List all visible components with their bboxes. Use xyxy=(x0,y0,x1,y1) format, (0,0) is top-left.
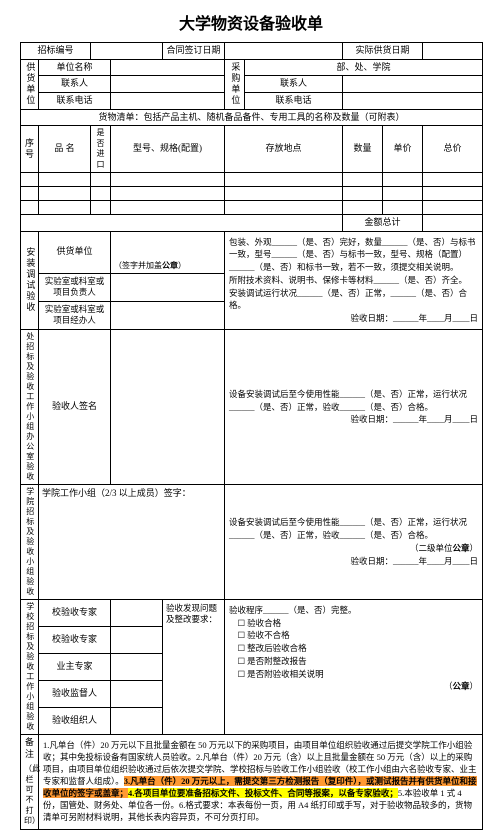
label-delivery-date: 实际供货日期 xyxy=(343,43,423,60)
acceptance-form: 招标编号 合同签订日期 实际供货日期 供货单位 单位名称 采购单位 部、处、学院… xyxy=(20,42,483,830)
hdr-model: 型号、规格(配置) xyxy=(111,126,225,173)
chk-notes[interactable] xyxy=(238,669,248,679)
s3-side: 学院招标及验收小组验收 xyxy=(21,484,39,599)
s4-r2: 校验收专家 xyxy=(39,626,111,653)
s1-side: 安装调试验收 xyxy=(21,231,39,329)
hdr-seq: 序号 xyxy=(21,126,39,173)
hdr-total: 总价 xyxy=(423,126,483,173)
s3-text[interactable]: 设备安装调试后至今使用性能______（是、否）正常，运行状况______（是、… xyxy=(225,484,483,599)
s1-text[interactable]: 包装、外观______（是、否）完好，数量______（是、否）与标书一致，型号… xyxy=(225,231,483,329)
s4-r4-field[interactable] xyxy=(111,680,163,707)
label-grand-total: 金额总计 xyxy=(343,215,423,232)
label-supplier-contact: 联系人 xyxy=(39,76,111,93)
s2-text[interactable]: 设备安装调试后至今使用性能______（是、否）正常，运行状况______（是、… xyxy=(225,329,483,484)
hdr-location: 存放地点 xyxy=(225,126,343,173)
field-bid-no[interactable] xyxy=(91,43,163,60)
field-supplier-phone[interactable] xyxy=(111,93,225,110)
field-grand-total[interactable] xyxy=(423,215,483,232)
s4-right[interactable]: 验收程序______（是、否）完整。 验收合格 验收不合格 整改后验收合格 是否… xyxy=(225,599,483,734)
chk-report[interactable] xyxy=(238,656,248,666)
s4-r4: 验收监督人 xyxy=(39,680,111,707)
field-supplier-contact[interactable] xyxy=(111,76,225,93)
s4-r3: 业主专家 xyxy=(39,653,111,680)
s4-side: 学校招标及验收工作小组验收 xyxy=(21,599,39,734)
s1-r1-note: （签字并加盖公章） xyxy=(111,231,225,273)
label-bid-no: 招标编号 xyxy=(21,43,91,60)
chk-rectified[interactable] xyxy=(238,643,248,653)
s4-mid[interactable]: 验收发现问题及整改要求： xyxy=(163,599,225,734)
s1-r3-field[interactable] xyxy=(111,301,225,329)
label-buyer-contact: 联系人 xyxy=(245,76,343,93)
s1-r2-field[interactable] xyxy=(111,273,225,301)
label-supplier-phone: 联系电话 xyxy=(39,93,111,110)
field-buyer-contact[interactable] xyxy=(343,76,483,93)
hdr-name: 品 名 xyxy=(39,126,91,173)
field-buyer-phone[interactable] xyxy=(343,93,483,110)
field-delivery-date[interactable] xyxy=(423,43,483,60)
chk-fail[interactable] xyxy=(238,630,248,640)
s1-r3: 实验室或科室或项目经办人 xyxy=(39,301,111,329)
label-contract-date: 合同签订日期 xyxy=(163,43,225,60)
table-row[interactable] xyxy=(21,201,483,215)
page-title: 大学物资设备验收单 xyxy=(20,10,482,34)
table-row[interactable] xyxy=(21,187,483,201)
notes-body: 1.凡单台（件）20 万元以下且批量金额在 50 万元以下的采购项目，由项目单位… xyxy=(39,734,483,829)
table-row[interactable] xyxy=(21,173,483,187)
field-contract-date[interactable] xyxy=(225,43,343,60)
s2-r1-field[interactable] xyxy=(111,329,225,484)
field-supplier-name[interactable] xyxy=(111,59,225,76)
s2-r1: 验收人签名 xyxy=(39,329,111,484)
s4-r5: 验收组织人 xyxy=(39,707,111,734)
s4-r2-field[interactable] xyxy=(111,626,163,653)
label-buyer-side: 采购单位 xyxy=(225,59,245,109)
label-supplier-side: 供货单位 xyxy=(21,59,39,109)
label-supplier-name: 单位名称 xyxy=(39,59,111,76)
goods-list-title: 货物清单：包括产品主机、随机备品备件、专用工具的名称及数量（可附表） xyxy=(21,109,483,126)
s4-r1: 校验收专家 xyxy=(39,599,111,626)
s1-r1: 供货单位 xyxy=(39,231,111,273)
s4-r3-field[interactable] xyxy=(111,653,163,680)
label-buyer-dept: 部、处、学院 xyxy=(245,59,483,76)
s2-side: 处招标及验收工作小组办公室验收 xyxy=(21,329,39,484)
s1-r2: 实验室或科室或项目负责人 xyxy=(39,273,111,301)
s4-r5-field[interactable] xyxy=(111,707,163,734)
label-buyer-phone: 联系电话 xyxy=(245,93,343,110)
s4-r1-field[interactable] xyxy=(111,599,163,626)
hdr-import: 是否进口 xyxy=(91,126,111,173)
s3-r1[interactable]: 学院工作小组（2/3 以上成员）签字： xyxy=(39,484,225,599)
hdr-price: 单价 xyxy=(383,126,423,173)
chk-pass[interactable] xyxy=(238,618,248,628)
notes-side: 备注 （此栏可不打印） xyxy=(21,734,39,829)
hdr-qty: 数量 xyxy=(343,126,383,173)
